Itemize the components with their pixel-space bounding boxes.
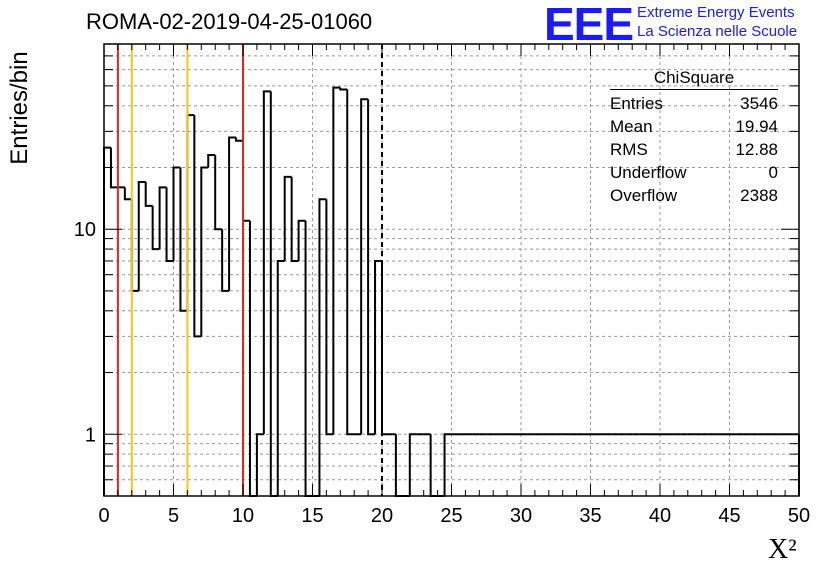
histogram-bin <box>144 181 153 207</box>
histogram-bin <box>193 115 202 338</box>
x-axis-label-text: X² <box>768 534 797 565</box>
histogram-bin <box>297 219 306 261</box>
stats-value: 12.88 <box>735 140 778 159</box>
histogram-bin <box>179 167 188 312</box>
stats-value: 3546 <box>740 94 778 113</box>
histogram-bin <box>262 90 271 435</box>
logo-line-1: Extreme Energy Events <box>637 4 795 21</box>
histogram-bin <box>228 136 237 291</box>
histogram-bin <box>200 166 209 337</box>
stats-box: ChiSquare Entries 3546 Mean 19.94 RMS 12.88… <box>610 68 778 207</box>
x-tick-label: 50 <box>788 505 810 527</box>
histogram-bin <box>207 154 216 168</box>
histogram-bin <box>381 260 389 436</box>
histogram-bin <box>325 199 334 436</box>
stats-label: Underflow <box>610 163 687 182</box>
histogram-bin <box>186 114 195 311</box>
stats-row: Entries 3546 <box>610 92 778 115</box>
histogram-bin <box>346 89 355 436</box>
stats-label: Entries <box>610 94 663 113</box>
chart-title: ROMA-02-2019-04-25-01060 <box>86 9 373 34</box>
histogram-bin <box>248 220 257 497</box>
histogram-bin <box>276 259 285 496</box>
x-tick-label: 10 <box>232 505 254 527</box>
logo-line-2: La Scienza nelle Scuole <box>637 23 798 40</box>
x-tick-label: 0 <box>98 505 109 527</box>
histogram-bin <box>137 180 146 291</box>
stats-value: 19.94 <box>735 117 778 136</box>
histogram-bin <box>214 155 223 231</box>
histogram-bin <box>332 86 341 435</box>
histogram-bin <box>123 187 132 201</box>
histogram-bin <box>367 99 376 436</box>
x-tick-label: 40 <box>649 505 671 527</box>
histogram-bin <box>283 175 292 261</box>
stats-row: Overflow 2388 <box>610 184 778 207</box>
histogram-bin <box>443 433 452 496</box>
x-tick-label: 25 <box>440 505 462 527</box>
histogram-bin <box>408 433 417 496</box>
stats-value: 2388 <box>740 186 778 205</box>
y-tick-label: 10 <box>74 219 96 241</box>
eee-logo: EEE <box>544 0 634 50</box>
histogram-bin <box>158 186 167 250</box>
histogram-bin <box>304 220 313 497</box>
x-tick-label: 20 <box>371 505 393 527</box>
histogram-bin <box>360 98 369 435</box>
histogram-bin <box>374 259 382 435</box>
y-tick-label: 1 <box>85 424 96 446</box>
x-tick-label: 35 <box>579 505 601 527</box>
x-tick-label: 15 <box>301 505 323 527</box>
histogram-bin <box>269 91 278 497</box>
stats-label: Mean <box>610 117 653 136</box>
stats-label: Overflow <box>610 186 678 205</box>
x-axis-label: X² <box>768 534 797 566</box>
histogram-bin <box>235 137 243 142</box>
histogram-bin <box>255 433 264 496</box>
x-tick-label: 45 <box>718 505 740 527</box>
histogram-bin <box>339 87 348 91</box>
y-axis-label: Entries/bin <box>6 51 33 165</box>
stats-row: Underflow 0 <box>610 161 778 184</box>
stats-row: Mean 19.94 <box>610 115 778 138</box>
stats-row: RMS 12.88 <box>610 138 778 161</box>
histogram-bin <box>318 198 327 496</box>
x-tick-label: 30 <box>510 505 532 527</box>
x-tick-label: 5 <box>168 505 179 527</box>
histogram-bin <box>165 187 174 262</box>
histogram-bin <box>242 140 250 222</box>
stats-label: RMS <box>610 140 648 159</box>
histogram-bin <box>221 229 230 292</box>
histogram-bin <box>109 147 118 189</box>
histogram-bin <box>130 199 139 292</box>
stats-value: 0 <box>768 163 778 182</box>
histogram-bin <box>290 176 299 262</box>
histogram-bin <box>172 166 181 261</box>
histogram-bin <box>151 205 160 251</box>
stats-title: ChiSquare <box>610 68 778 90</box>
